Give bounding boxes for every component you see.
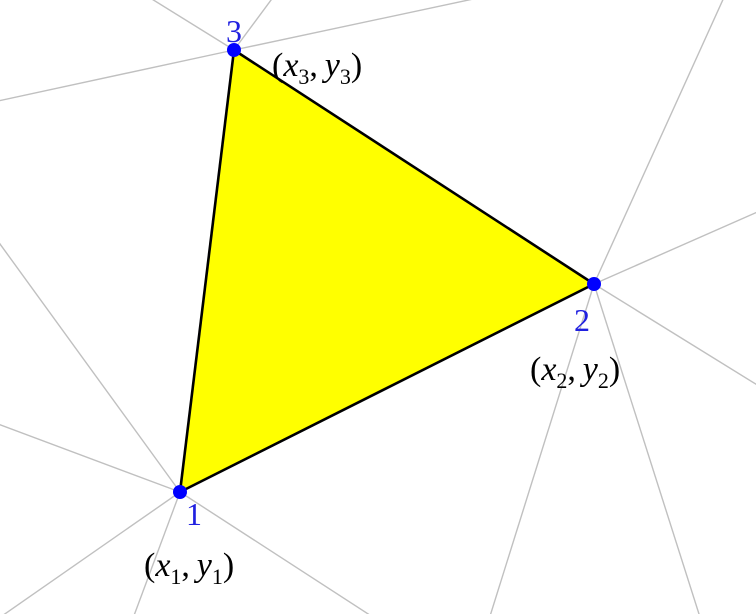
mesh-line [0, 50, 234, 120]
triangle-mesh-diagram: 1 (x1, y1) 2 (x2, y2) 3 (x3, y3) [0, 0, 756, 614]
vertex-number-label-2: 2 [574, 302, 590, 338]
vertex-coord-label-1: (x1, y1) [144, 547, 234, 589]
mesh-line [0, 120, 180, 492]
highlighted-triangle [180, 50, 594, 492]
vertex-1 [173, 485, 187, 499]
vertex-coord-label-2: (x2, y2) [530, 351, 620, 393]
mesh-line [594, 284, 720, 614]
vertex-coord-label-3: (x3, y3) [272, 47, 362, 89]
vertex-2 [587, 277, 601, 291]
mesh-line [0, 0, 234, 50]
mesh-line [0, 380, 180, 492]
vertex-number-label-1: 1 [186, 496, 202, 532]
mesh-line [234, 0, 750, 50]
mesh-line [594, 0, 750, 284]
mesh-line [234, 0, 360, 50]
vertex-number-label-3: 3 [226, 13, 242, 49]
